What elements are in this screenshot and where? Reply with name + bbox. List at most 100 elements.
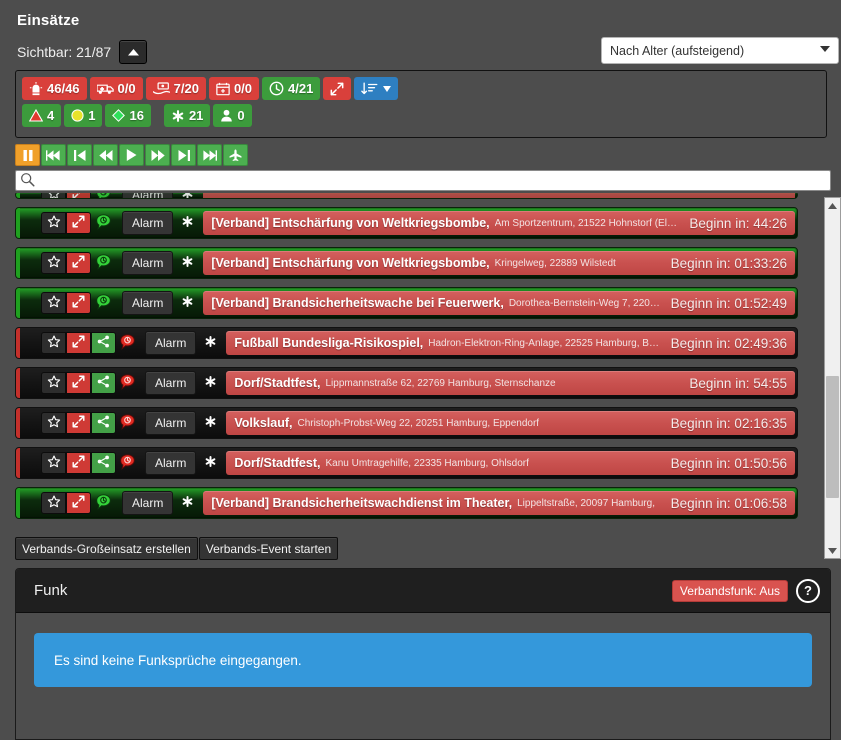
stat-triangle-badge[interactable]: 4 bbox=[22, 104, 62, 127]
mission-body[interactable]: Dorf/Stadtfest, Lippmannstraße 62, 22769 … bbox=[226, 371, 795, 395]
mission-clock-red-button[interactable] bbox=[116, 332, 138, 354]
stat-calendar-badge[interactable]: 0/0 bbox=[208, 77, 260, 100]
mission-expand-arrows-button[interactable] bbox=[66, 452, 91, 474]
mission-star-button[interactable] bbox=[41, 292, 66, 314]
mission-clock-red-button[interactable] bbox=[116, 412, 138, 434]
mission-alarm-button[interactable]: Alarm bbox=[145, 451, 197, 475]
mission-row[interactable]: Alarm Volkslauf, Christoph-Probst-Weg 22, … bbox=[15, 407, 798, 439]
mission-alarm-button[interactable]: Alarm bbox=[122, 491, 174, 515]
mission-share-button[interactable] bbox=[91, 332, 116, 354]
mission-star-button[interactable] bbox=[41, 412, 66, 434]
airplane-button[interactable] bbox=[223, 144, 248, 166]
play-button[interactable] bbox=[119, 144, 144, 166]
fast-forward-button[interactable] bbox=[145, 144, 170, 166]
search-input[interactable] bbox=[38, 171, 830, 190]
mission-expand-arrows-button[interactable] bbox=[66, 372, 91, 394]
mission-body[interactable]: [Verband] Brandsicherheitswachdienst im … bbox=[203, 491, 795, 515]
sort-select-wrapper[interactable]: Nach Alter (aufsteigend)Nach Alter (abst… bbox=[601, 37, 839, 64]
mission-body[interactable]: [Verband] Entschärfung von Weltkriegsbom… bbox=[203, 211, 795, 235]
stat-patient-badge[interactable]: 7/20 bbox=[145, 77, 206, 100]
question-mark-icon[interactable]: ? bbox=[796, 578, 820, 603]
mission-chat-bubble-button[interactable] bbox=[91, 292, 115, 314]
mission-body[interactable] bbox=[203, 193, 795, 198]
rewind-start-button[interactable] bbox=[41, 144, 66, 166]
mission-alarm-button[interactable]: Alarm bbox=[145, 331, 197, 355]
mission-alarm-button[interactable]: Alarm bbox=[145, 371, 197, 395]
mission-list-scroll-area: Alarm Alarm [Verband] Entschärfung von Wel… bbox=[15, 193, 815, 557]
sort-select[interactable]: Nach Alter (aufsteigend)Nach Alter (abst… bbox=[601, 37, 839, 64]
chevron-up-icon[interactable] bbox=[119, 40, 148, 64]
mission-chat-bubble-button[interactable] bbox=[91, 193, 115, 198]
skip-end-button[interactable] bbox=[197, 144, 222, 166]
mission-row[interactable]: Alarm [Verband] Entschärfung von Weltkrie… bbox=[15, 207, 798, 239]
alliance-radio-status-badge[interactable]: Verbandsfunk: Aus bbox=[671, 579, 788, 602]
mission-body[interactable]: Dorf/Stadtfest, Kanu Umtragehilfe, 22335 … bbox=[226, 451, 795, 475]
stat-expand-button[interactable] bbox=[323, 77, 352, 100]
expand-arrows-icon bbox=[72, 295, 85, 311]
mission-star-button[interactable] bbox=[41, 452, 66, 474]
stat-sort-button[interactable] bbox=[354, 77, 399, 100]
mission-alarm-button[interactable]: Alarm bbox=[122, 251, 174, 275]
mission-expand-arrows-button[interactable] bbox=[66, 252, 91, 274]
slow-back-button[interactable] bbox=[93, 144, 118, 166]
mission-chat-bubble-button[interactable] bbox=[91, 212, 115, 234]
scroll-down-arrow-icon[interactable] bbox=[825, 543, 840, 558]
mission-row[interactable]: Alarm Dorf/Stadtfest, Lippmannstraße 62, 2… bbox=[15, 367, 798, 399]
mission-body[interactable]: [Verband] Entschärfung von Weltkriegsbom… bbox=[203, 251, 795, 275]
mission-list-scrollbar[interactable] bbox=[824, 197, 841, 559]
mission-expand-arrows-button[interactable] bbox=[66, 193, 91, 198]
mission-row[interactable]: Alarm Dorf/Stadtfest, Kanu Umtragehilfe, 2… bbox=[15, 447, 798, 479]
mission-row[interactable]: Alarm [Verband] Entschärfung von Weltkrie… bbox=[15, 247, 798, 279]
mission-chat-bubble-button[interactable] bbox=[91, 252, 115, 274]
pause-button[interactable] bbox=[15, 144, 40, 166]
mission-share-button[interactable] bbox=[91, 372, 116, 394]
mission-star-button[interactable] bbox=[41, 492, 66, 514]
mission-share-button[interactable] bbox=[91, 452, 116, 474]
mission-row[interactable]: Alarm Fußball Bundesliga-Risikospiel, Hadr… bbox=[15, 327, 798, 359]
stat-diamond-badge[interactable]: 16 bbox=[105, 104, 151, 127]
mission-clock-red-button[interactable] bbox=[116, 452, 138, 474]
mission-expand-arrows-button[interactable] bbox=[66, 332, 91, 354]
stat-clock-badge[interactable]: 4/21 bbox=[262, 77, 321, 100]
mission-expand-arrows-button[interactable] bbox=[66, 292, 91, 314]
mission-chat-bubble-button[interactable] bbox=[91, 492, 115, 514]
mission-alarm-button[interactable]: Alarm bbox=[122, 193, 174, 198]
mission-star-button[interactable] bbox=[41, 252, 66, 274]
mission-alarm-button[interactable]: Alarm bbox=[122, 291, 174, 315]
stat-circle-badge[interactable]: 1 bbox=[64, 104, 103, 127]
stat-asterisk-badge[interactable]: 21 bbox=[163, 104, 211, 127]
mission-body[interactable]: Fußball Bundesliga-Risikospiel, Hadron-El… bbox=[226, 331, 795, 355]
mission-share-button[interactable] bbox=[91, 412, 116, 434]
search-bar[interactable] bbox=[15, 170, 831, 191]
mission-expand-arrows-button[interactable] bbox=[66, 412, 91, 434]
mission-clock-red-button[interactable] bbox=[116, 372, 138, 394]
stat-siren-badge[interactable]: 46/46 bbox=[22, 77, 87, 100]
mission-row[interactable]: Alarm bbox=[15, 193, 798, 199]
start-alliance-event-button[interactable]: Verbands-Event starten bbox=[198, 537, 339, 560]
mission-star-button[interactable] bbox=[41, 372, 66, 394]
scroll-up-arrow-icon[interactable] bbox=[825, 198, 840, 213]
mission-alarm-button[interactable]: Alarm bbox=[145, 411, 197, 435]
asterisk-icon bbox=[181, 255, 194, 271]
step-forward-button[interactable] bbox=[171, 144, 196, 166]
asterisk-icon bbox=[171, 109, 185, 123]
stat-ambulance-badge[interactable]: 0/0 bbox=[89, 77, 143, 100]
scrollbar-thumb[interactable] bbox=[826, 376, 839, 498]
mission-row[interactable]: Alarm [Verband] Brandsicherheitswache bei… bbox=[15, 287, 798, 319]
mission-star-button[interactable] bbox=[41, 193, 66, 198]
mission-star-button[interactable] bbox=[41, 332, 66, 354]
mission-star-button[interactable] bbox=[41, 212, 66, 234]
mission-alarm-button[interactable]: Alarm bbox=[122, 211, 174, 235]
mission-body[interactable]: [Verband] Brandsicherheitswache bei Feue… bbox=[203, 291, 795, 315]
stat-user-badge[interactable]: 0 bbox=[213, 104, 252, 127]
mission-expand-arrows-button[interactable] bbox=[66, 212, 91, 234]
stat-circle-value: 1 bbox=[88, 108, 96, 123]
mission-expand-arrows-button[interactable] bbox=[66, 492, 91, 514]
mission-body[interactable]: Volkslauf, Christoph-Probst-Weg 22, 20251… bbox=[226, 411, 795, 435]
mission-title: [Verband] Brandsicherheitswachdienst im … bbox=[211, 496, 513, 510]
stat-ambulance-value: 0/0 bbox=[117, 81, 136, 96]
mission-row[interactable]: Alarm [Verband] Brandsicherheitswachdiens… bbox=[15, 487, 798, 519]
expand-arrows-icon bbox=[72, 335, 85, 351]
step-back-button[interactable] bbox=[67, 144, 92, 166]
create-alliance-large-mission-button[interactable]: Verbands-Großeinsatz erstellen bbox=[15, 537, 198, 560]
